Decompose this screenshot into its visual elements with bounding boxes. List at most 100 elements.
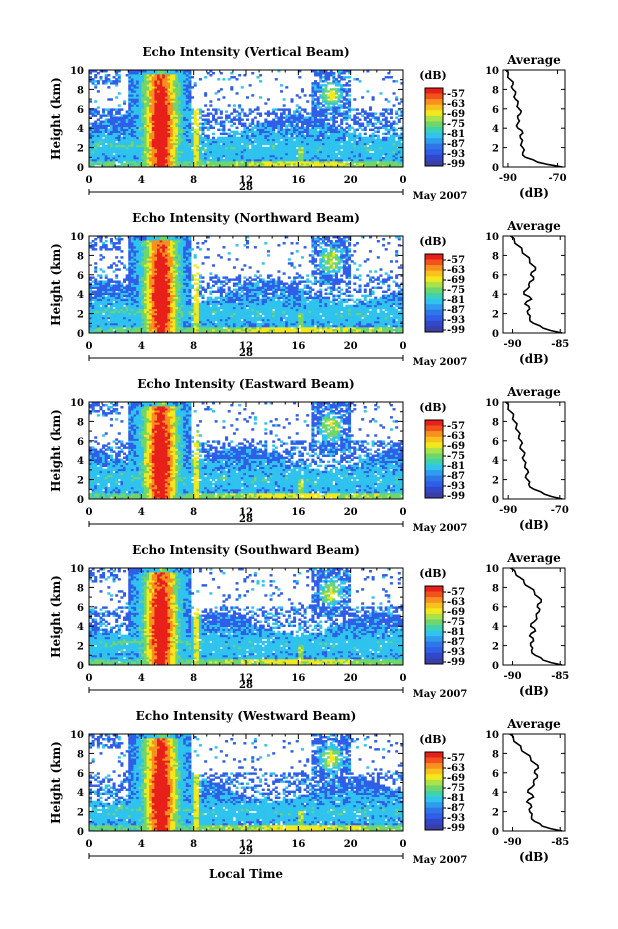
heatmap-cell	[251, 126, 255, 129]
heatmap-cell	[355, 154, 359, 158]
heatmap-cell	[225, 152, 229, 156]
heatmap-cell	[130, 136, 134, 140]
heatmap-cell	[319, 134, 323, 138]
heatmap-cell	[259, 144, 263, 148]
heatmap-cell	[91, 78, 95, 81]
heatmap-cell	[141, 164, 145, 168]
heatmap-cell	[298, 160, 302, 164]
heatmap-cell	[345, 164, 349, 168]
heatmap-cell	[329, 92, 333, 95]
heatmap-cell	[151, 104, 155, 107]
heatmap-cell	[256, 158, 260, 162]
heatmap-cell	[143, 132, 147, 136]
heatmap-cell	[374, 116, 378, 119]
heatmap-cell	[117, 154, 121, 158]
heatmap-cell	[157, 122, 161, 125]
heatmap-cell	[141, 134, 145, 138]
heatmap-cell	[91, 112, 95, 115]
heatmap-cell	[214, 120, 218, 123]
heatmap-cell	[162, 134, 166, 138]
heatmap-cell	[188, 104, 192, 107]
heatmap-cell	[282, 124, 286, 127]
heatmap-cell	[143, 72, 147, 75]
heatmap-cell	[379, 142, 383, 146]
heatmap-cell	[300, 162, 304, 166]
heatmap-cell	[128, 78, 132, 81]
heatmap-cell	[104, 124, 108, 127]
heatmap-cell	[123, 328, 127, 332]
heatmap-cell	[222, 164, 226, 168]
heatmap-cell	[272, 162, 276, 166]
heatmap-cell	[280, 112, 284, 115]
heatmap-cell	[206, 108, 210, 111]
heatmap-cell	[188, 160, 192, 164]
heatmap-cell	[136, 112, 140, 115]
heatmap-cell	[138, 94, 142, 97]
heatmap-cell	[342, 112, 346, 115]
heatmap-cell	[395, 96, 399, 99]
heatmap-cell	[243, 130, 247, 134]
heatmap-cell	[89, 122, 93, 125]
heatmap-cell	[240, 152, 244, 156]
heatmap-cell	[164, 92, 168, 95]
heatmap-cell	[368, 138, 372, 142]
heatmap-cell	[314, 98, 318, 101]
heatmap-cell	[303, 162, 307, 166]
heatmap-cell	[149, 98, 153, 101]
heatmap-cell	[232, 146, 236, 150]
heatmap-cell	[251, 160, 255, 164]
heatmap-cell	[246, 138, 250, 142]
heatmap-cell	[102, 134, 106, 138]
heatmap-cell	[324, 78, 328, 81]
heatmap-cell	[94, 148, 98, 152]
heatmap-cell	[159, 116, 163, 119]
heatmap-cell	[368, 156, 372, 160]
heatmap-cell	[342, 70, 346, 73]
heatmap-cell	[348, 102, 352, 105]
heatmap-cell	[151, 146, 155, 150]
heatmap-cell	[332, 138, 336, 142]
heatmap-cell	[387, 158, 391, 162]
heatmap-cell	[109, 110, 113, 113]
heatmap-cell	[164, 138, 168, 142]
heatmap-cell	[188, 74, 192, 77]
heatmap-cell	[376, 136, 380, 140]
heatmap-cell	[138, 138, 142, 142]
heatmap-cell	[269, 142, 273, 146]
heatmap-cell	[146, 124, 150, 127]
heatmap-cell	[314, 104, 318, 107]
heatmap-cell	[376, 150, 380, 154]
heatmap-cell	[251, 146, 255, 150]
heatmap-cell	[91, 134, 95, 138]
heatmap-cell	[180, 74, 184, 77]
heatmap-cell	[143, 122, 147, 125]
heatmap-cell	[185, 160, 189, 164]
heatmap-cell	[149, 108, 153, 111]
heatmap-cell	[102, 114, 106, 117]
heatmap-cell	[319, 118, 323, 121]
heatmap-cell	[269, 162, 273, 166]
heatmap-cell	[392, 138, 396, 142]
heatmap-cell	[321, 136, 325, 140]
heatmap-cell	[102, 314, 106, 318]
heatmap-cell	[230, 162, 234, 166]
heatmap-cell	[167, 146, 171, 150]
heatmap-cell	[112, 158, 116, 162]
heatmap-cell	[196, 144, 200, 148]
heatmap-cell	[342, 98, 346, 101]
heatmap-cell	[96, 150, 100, 154]
heatmap-cell	[198, 164, 202, 168]
heatmap-cell	[256, 130, 260, 134]
heatmap-cell	[130, 158, 134, 162]
heatmap-cell	[259, 132, 263, 136]
heatmap-cell	[164, 110, 168, 113]
heatmap-cell	[180, 104, 184, 107]
heatmap-cell	[177, 140, 181, 144]
heatmap-cell	[337, 148, 341, 152]
heatmap-cell	[227, 104, 231, 107]
heatmap-cell	[149, 76, 153, 79]
heatmap-cell	[332, 144, 336, 148]
heatmap-cell	[94, 248, 98, 251]
heatmap-cell	[259, 80, 263, 83]
heatmap-cell	[350, 162, 354, 166]
